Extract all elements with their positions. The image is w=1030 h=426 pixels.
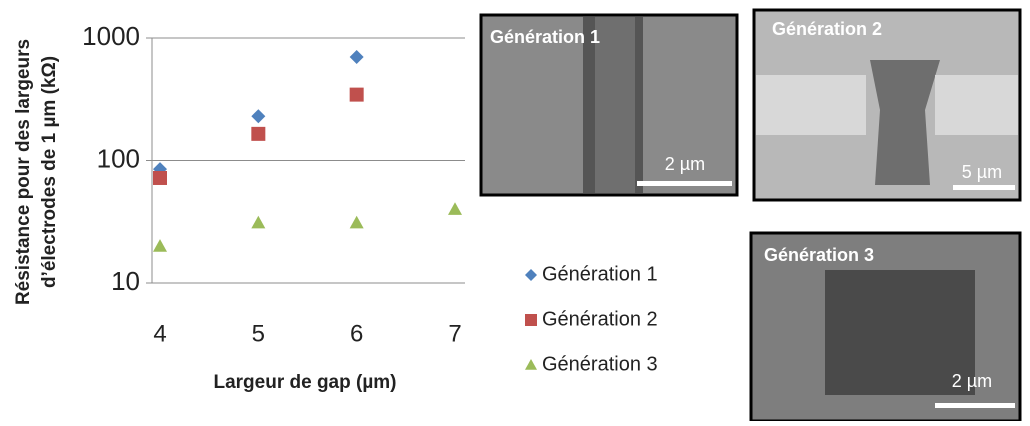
legend-marker — [525, 314, 537, 326]
scale-bar-label: 2 µm — [952, 371, 992, 391]
point — [349, 49, 364, 64]
sem-image-1: Génération 1 2 µm — [479, 13, 739, 197]
scale-bar-label: 5 µm — [962, 162, 1002, 182]
legend-marker — [525, 359, 537, 370]
sem-image-3: Génération 3 2 µm — [749, 231, 1022, 423]
legend-label: Génération 3 — [542, 353, 658, 375]
x-tick-label: 5 — [252, 320, 265, 347]
image-label: Génération 2 — [772, 19, 882, 39]
y-tick-label: 1000 — [82, 21, 140, 51]
y-axis-label: d’électrodes de 1 µm (kΩ) — [39, 56, 60, 288]
scale-bar — [953, 185, 1015, 190]
point — [349, 215, 364, 229]
legend-label: Génération 1 — [542, 263, 658, 285]
x-tick-label: 7 — [448, 320, 461, 347]
y-tick-label: 100 — [97, 143, 140, 173]
point — [153, 239, 167, 252]
image-label: Génération 3 — [764, 245, 874, 265]
x-tick-label: 4 — [153, 320, 166, 347]
chart: 10 100 1000 4 5 6 7 Largeur de gap (µm) Résistan… — [13, 21, 658, 393]
scale-bar — [935, 403, 1015, 408]
point — [153, 170, 167, 185]
point — [251, 109, 266, 124]
point — [251, 126, 266, 141]
x-axis-label: Largeur de gap (µm) — [213, 372, 396, 393]
scale-bar-label: 2 µm — [665, 154, 705, 174]
image-label: Génération 1 — [490, 27, 600, 47]
y-axis-label: Résistance pour des largeurs — [13, 39, 34, 305]
x-tick-label: 6 — [350, 320, 363, 347]
y-tick-label: 10 — [111, 266, 140, 296]
point — [251, 215, 266, 229]
point — [448, 202, 462, 215]
legend-marker — [525, 269, 537, 281]
sem-image-2: Génération 2 5 µm — [752, 8, 1022, 202]
legend-label: Génération 2 — [542, 308, 658, 330]
scale-bar — [637, 181, 732, 186]
point — [349, 87, 364, 102]
